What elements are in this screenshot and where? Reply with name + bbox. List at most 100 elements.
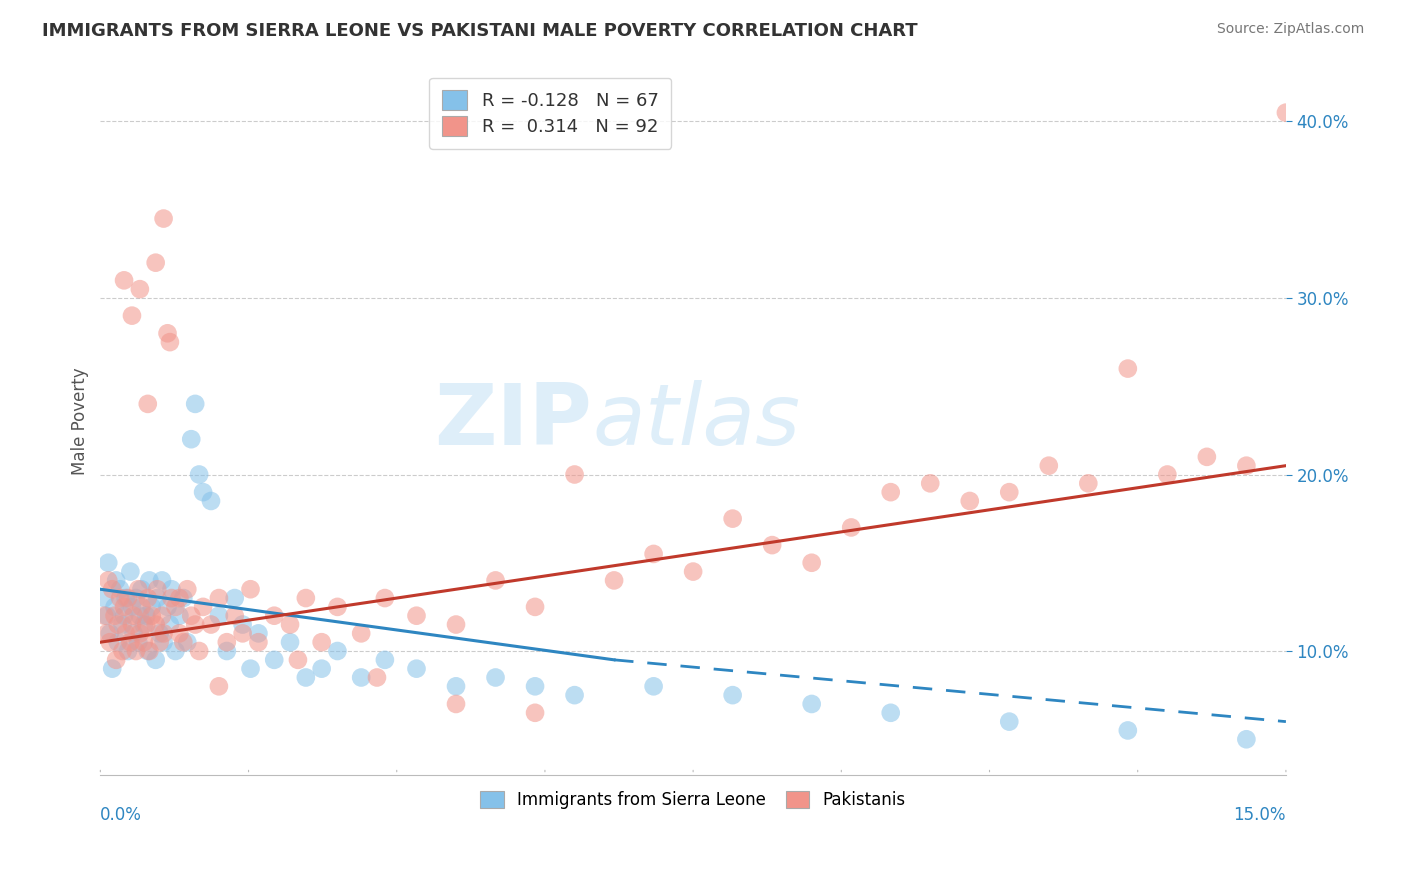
Point (800, 556, 823, 570)
Point (682, 565, 704, 579)
Point (114, 591, 136, 605)
Point (366, 671, 388, 685)
Point (374, 653, 396, 667)
Point (128, 608, 150, 623)
Point (132, 635, 155, 649)
Point (247, 626, 270, 640)
Point (326, 644, 349, 658)
Point (120, 565, 142, 579)
Point (105, 653, 128, 667)
Point (721, 688, 744, 702)
Point (172, 635, 194, 649)
Point (132, 617, 155, 632)
Point (108, 591, 131, 605)
Point (156, 326, 179, 341)
Point (131, 582, 153, 597)
Point (208, 591, 231, 605)
Point (603, 574, 626, 588)
Point (145, 617, 167, 632)
Point (524, 599, 547, 614)
Point (524, 706, 547, 720)
Point (131, 599, 153, 614)
Point (176, 582, 198, 597)
Point (263, 608, 285, 623)
Point (93, 591, 115, 605)
Point (215, 635, 238, 649)
Point (180, 432, 202, 446)
Point (374, 591, 396, 605)
Point (444, 697, 467, 711)
Point (127, 635, 149, 649)
Point (101, 582, 124, 597)
Text: atlas: atlas (592, 380, 800, 463)
Point (444, 679, 467, 693)
Point (146, 582, 169, 597)
Point (145, 255, 167, 269)
Point (200, 617, 222, 632)
Point (128, 626, 150, 640)
Legend: Immigrants from Sierra Leone, Pakistanis: Immigrants from Sierra Leone, Pakistanis (474, 784, 912, 815)
Point (121, 309, 143, 323)
Point (278, 635, 301, 649)
Point (152, 626, 174, 640)
Point (107, 635, 129, 649)
Point (188, 644, 211, 658)
Point (232, 617, 254, 632)
Point (120, 635, 142, 649)
Point (96, 608, 118, 623)
Point (136, 591, 159, 605)
Point (200, 494, 222, 508)
Point (1234, 458, 1257, 473)
Text: Source: ZipAtlas.com: Source: ZipAtlas.com (1216, 22, 1364, 37)
Point (176, 635, 198, 649)
Point (998, 714, 1021, 729)
Point (165, 644, 187, 658)
Point (1116, 723, 1139, 738)
Point (152, 211, 174, 226)
Point (122, 608, 145, 623)
Point (444, 617, 467, 632)
Point (263, 653, 285, 667)
Point (800, 697, 823, 711)
Point (350, 626, 373, 640)
Point (98, 635, 121, 649)
Point (326, 599, 349, 614)
Point (103, 599, 125, 614)
Point (998, 485, 1021, 500)
Point (122, 626, 145, 640)
Point (108, 582, 131, 597)
Text: 0.0%: 0.0% (100, 806, 142, 824)
Point (160, 582, 183, 597)
Point (880, 706, 903, 720)
Point (127, 582, 149, 597)
Point (721, 511, 744, 525)
Point (239, 662, 262, 676)
Point (165, 599, 187, 614)
Point (97, 556, 120, 570)
Point (136, 644, 159, 658)
Point (524, 679, 547, 693)
Point (191, 485, 214, 500)
Point (564, 467, 586, 482)
Point (564, 688, 586, 702)
Point (184, 397, 207, 411)
Point (111, 644, 134, 658)
Point (959, 494, 981, 508)
Point (188, 467, 211, 482)
Point (121, 617, 143, 632)
Point (1077, 476, 1099, 491)
Point (149, 635, 172, 649)
Point (405, 608, 427, 623)
Point (1156, 467, 1178, 482)
Point (159, 617, 181, 632)
Point (232, 626, 254, 640)
Point (1116, 361, 1139, 376)
Point (295, 591, 318, 605)
Point (215, 644, 238, 658)
Point (208, 679, 231, 693)
Point (224, 591, 246, 605)
Point (156, 599, 179, 614)
Point (159, 335, 181, 350)
Point (149, 626, 172, 640)
Point (135, 608, 157, 623)
